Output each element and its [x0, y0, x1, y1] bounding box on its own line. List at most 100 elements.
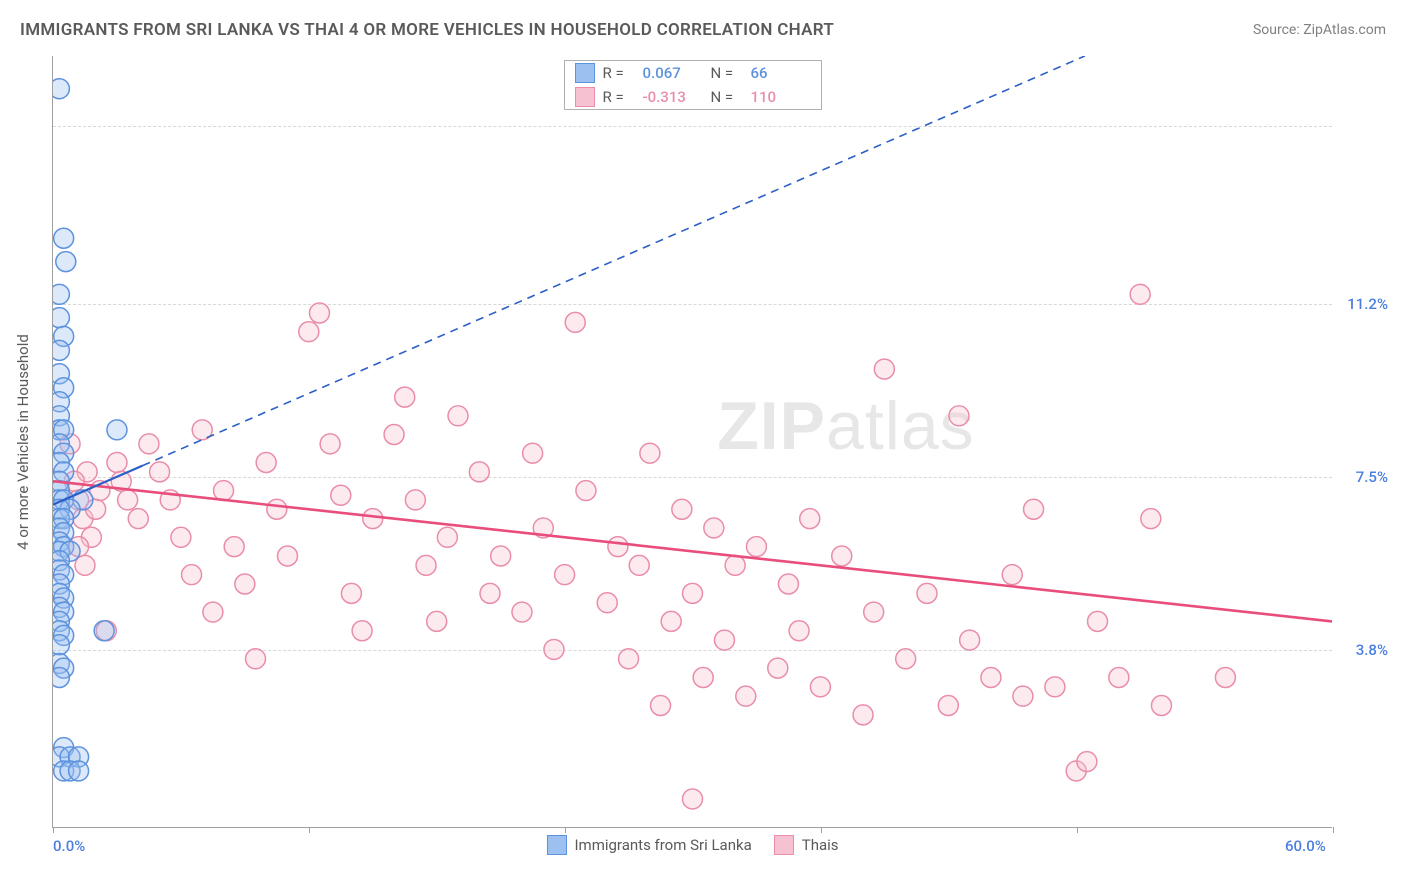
- data-point: [1130, 284, 1150, 304]
- legend-item-b: Thais: [774, 835, 839, 855]
- data-point: [341, 583, 361, 603]
- x-tick: [1077, 827, 1078, 833]
- data-point: [1002, 565, 1022, 585]
- data-point: [661, 611, 681, 631]
- x-tick: [565, 827, 566, 833]
- plot-area: ZIPatlas R = 0.067 N = 66 R = -0.313 N =…: [52, 56, 1332, 828]
- data-point: [469, 462, 489, 482]
- data-point: [94, 621, 114, 641]
- data-point: [683, 583, 703, 603]
- data-point: [331, 485, 351, 505]
- y-tick-label: 3.8%: [1356, 641, 1388, 659]
- data-point: [736, 686, 756, 706]
- chart-svg: [53, 56, 1332, 827]
- data-point: [277, 546, 297, 566]
- data-point: [683, 789, 703, 809]
- legend-item-a: Immigrants from Sri Lanka: [546, 835, 751, 855]
- data-point: [53, 308, 69, 328]
- data-point: [1151, 696, 1171, 716]
- source-label: Source: ZipAtlas.com: [1253, 22, 1386, 38]
- legend-label-b: Thais: [802, 836, 839, 854]
- data-point: [246, 649, 266, 669]
- data-point: [309, 303, 329, 323]
- data-point: [352, 621, 372, 641]
- legend-label-a: Immigrants from Sri Lanka: [574, 836, 751, 854]
- swatch-b-icon: [774, 835, 794, 855]
- legend-row-a: R = 0.067 N = 66: [565, 61, 821, 85]
- data-point: [714, 630, 734, 650]
- data-point: [619, 649, 639, 669]
- data-point: [69, 761, 89, 781]
- y-tick-label: 11.2%: [1347, 295, 1388, 313]
- data-point: [555, 565, 575, 585]
- data-point: [299, 322, 319, 342]
- data-point: [768, 658, 788, 678]
- x-tick: [53, 827, 54, 833]
- data-point: [917, 583, 937, 603]
- n-label: N =: [711, 88, 743, 106]
- x-tick-label: 60.0%: [1285, 837, 1326, 855]
- data-point: [1024, 499, 1044, 519]
- data-point: [864, 602, 884, 622]
- data-point: [789, 621, 809, 641]
- data-point: [384, 425, 404, 445]
- data-point: [118, 490, 138, 510]
- data-point: [704, 518, 724, 538]
- r-label: R =: [603, 88, 635, 106]
- data-point: [672, 499, 692, 519]
- data-point: [1077, 752, 1097, 772]
- data-point: [746, 537, 766, 557]
- data-point: [437, 527, 457, 547]
- data-point: [1088, 611, 1108, 631]
- data-point: [480, 583, 500, 603]
- r-value-b: -0.313: [643, 88, 703, 106]
- data-point: [608, 537, 628, 557]
- data-point: [53, 79, 69, 99]
- data-point: [576, 481, 596, 501]
- data-point: [171, 527, 191, 547]
- data-point: [874, 359, 894, 379]
- data-point: [1141, 509, 1161, 529]
- x-tick: [821, 827, 822, 833]
- swatch-a-icon: [546, 835, 566, 855]
- data-point: [405, 490, 425, 510]
- r-label: R =: [603, 64, 635, 82]
- data-point: [53, 667, 69, 687]
- data-point: [693, 667, 713, 687]
- data-point: [1013, 686, 1033, 706]
- data-point: [203, 602, 223, 622]
- data-point: [448, 406, 468, 426]
- data-point: [267, 499, 287, 519]
- data-point: [629, 555, 649, 575]
- data-point: [800, 509, 820, 529]
- data-point: [640, 443, 660, 463]
- n-value-a: 66: [751, 64, 811, 82]
- data-point: [1045, 677, 1065, 697]
- chart-title: IMMIGRANTS FROM SRI LANKA VS THAI 4 OR M…: [20, 20, 834, 40]
- r-value-a: 0.067: [643, 64, 703, 82]
- data-point: [981, 667, 1001, 687]
- data-point: [565, 312, 585, 332]
- trend-line-a-dashed: [143, 56, 1085, 466]
- x-tick: [1333, 827, 1334, 833]
- data-point: [778, 574, 798, 594]
- data-point: [491, 546, 511, 566]
- data-point: [54, 228, 74, 248]
- x-tick: [309, 827, 310, 833]
- data-point: [427, 611, 447, 631]
- data-point: [107, 453, 127, 473]
- swatch-b-icon: [575, 87, 595, 107]
- data-point: [960, 630, 980, 650]
- data-point: [224, 537, 244, 557]
- data-point: [725, 555, 745, 575]
- data-point: [107, 420, 127, 440]
- data-point: [544, 639, 564, 659]
- data-point: [320, 434, 340, 454]
- data-point: [1109, 667, 1129, 687]
- bottom-legend: Immigrants from Sri Lanka Thais: [546, 835, 838, 855]
- legend-row-b: R = -0.313 N = 110: [565, 85, 821, 109]
- n-value-b: 110: [751, 88, 811, 106]
- data-point: [938, 696, 958, 716]
- correlation-legend: R = 0.067 N = 66 R = -0.313 N = 110: [564, 60, 822, 110]
- data-point: [523, 443, 543, 463]
